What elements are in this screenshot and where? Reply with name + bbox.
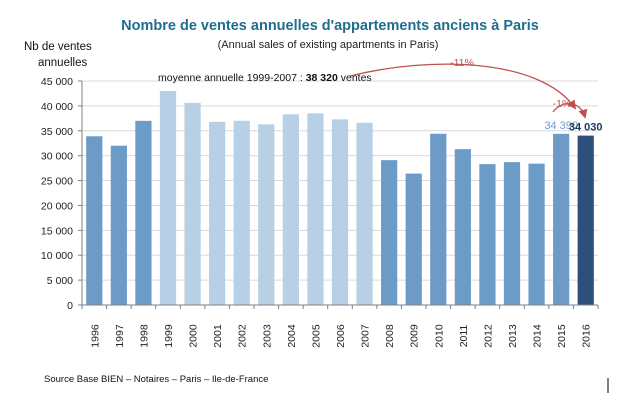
y-axis-ticks: 0 5 000 10 000 15 000 20 000 25 000 30 000 35 0… xyxy=(41,76,83,312)
x-tick-label-1999: 1999 xyxy=(163,324,175,348)
average-annotation: moyenne annuelle 1999-2007 : 38 320 vent… xyxy=(158,72,372,84)
chart-title: Nombre de ventes annuelles d'appartement… xyxy=(121,18,539,34)
change-label-short: -1% xyxy=(553,98,572,110)
average-annotation-value: 38 320 xyxy=(306,72,338,84)
bar-2008 xyxy=(381,160,398,305)
bar-2005 xyxy=(307,113,324,305)
bar-2014 xyxy=(528,163,545,305)
x-axis-ticks: 1996 1997 1998 1999 2000 2001 2002 2003 2004 2005… xyxy=(81,304,599,348)
y-tick-label: 15 000 xyxy=(41,225,73,237)
change-arrow-short xyxy=(552,102,588,119)
change-arrow-long xyxy=(349,63,577,110)
data-label-2015: 34 390 xyxy=(544,120,578,132)
y-tick-label: 5 000 xyxy=(47,275,73,287)
y-axis-label-line1: Nb de ventes xyxy=(24,41,92,53)
x-tick-label-2012: 2012 xyxy=(482,324,494,348)
y-tick-label: 35 000 xyxy=(41,126,73,138)
bar-1998 xyxy=(135,120,152,305)
bar-1996 xyxy=(86,136,103,305)
x-tick-label-2005: 2005 xyxy=(310,324,322,348)
bar-2010 xyxy=(430,133,447,305)
x-tick-label-2011: 2011 xyxy=(458,325,470,348)
bar-2012 xyxy=(479,164,496,305)
y-tick-label: 10 000 xyxy=(41,250,73,262)
x-tick-label-1997: 1997 xyxy=(114,324,126,348)
x-tick-label-2009: 2009 xyxy=(409,324,421,348)
x-tick-label-2007: 2007 xyxy=(360,324,372,348)
chart-subtitle: (Annual sales of existing apartments in … xyxy=(218,39,439,51)
bar-2004 xyxy=(282,114,299,306)
y-tick-label: 20 000 xyxy=(41,200,73,212)
x-tick-label-2003: 2003 xyxy=(261,324,273,348)
x-tick-label-2001: 2001 xyxy=(212,324,224,348)
y-tick-label: 45 000 xyxy=(41,76,73,88)
bar-2013 xyxy=(503,162,521,305)
bar-2009 xyxy=(405,173,422,305)
x-tick-label-1996: 1996 xyxy=(89,324,101,348)
x-tick-label-2000: 2000 xyxy=(188,324,200,348)
x-tick-label-2002: 2002 xyxy=(237,324,249,348)
x-tick-label-2015: 2015 xyxy=(556,324,568,348)
x-tick-label-2010: 2010 xyxy=(433,324,445,348)
x-tick-label-2006: 2006 xyxy=(335,324,347,348)
x-tick-label-2016: 2016 xyxy=(581,324,593,348)
bar-1999 xyxy=(159,90,177,305)
y-axis-label-line2: annuelles xyxy=(38,57,87,69)
average-annotation-suffix: ventes xyxy=(338,72,372,84)
bar-2015 xyxy=(553,133,570,305)
x-tick-label-2008: 2008 xyxy=(384,324,396,348)
bar-2016 xyxy=(577,135,594,305)
bar-2003 xyxy=(258,124,275,305)
bar-1997 xyxy=(110,145,127,305)
bar-2000 xyxy=(184,102,201,305)
y-tick-label: 25 000 xyxy=(41,176,73,188)
x-tick-label-1998: 1998 xyxy=(138,324,150,348)
change-label-long: -11% xyxy=(450,57,474,69)
x-tick-label-2013: 2013 xyxy=(507,324,519,348)
bar-2001 xyxy=(209,121,226,305)
x-tick-label-2004: 2004 xyxy=(286,324,298,348)
bar-2011 xyxy=(454,149,471,305)
y-tick-label: 30 000 xyxy=(41,151,73,163)
data-label-2016: 34 030 xyxy=(569,122,603,134)
bar-2006 xyxy=(331,119,349,305)
y-tick-label: 40 000 xyxy=(41,101,73,113)
x-tick-label-2014: 2014 xyxy=(532,324,544,348)
bar-2007 xyxy=(356,122,373,306)
y-tick-label: 0 xyxy=(67,300,73,312)
average-annotation-prefix: moyenne annuelle 1999-2007 : xyxy=(158,72,306,84)
source-note: Source Base BIEN – Notaires – Paris – Il… xyxy=(44,374,268,385)
bars xyxy=(86,90,594,306)
bar-2002 xyxy=(233,120,250,305)
